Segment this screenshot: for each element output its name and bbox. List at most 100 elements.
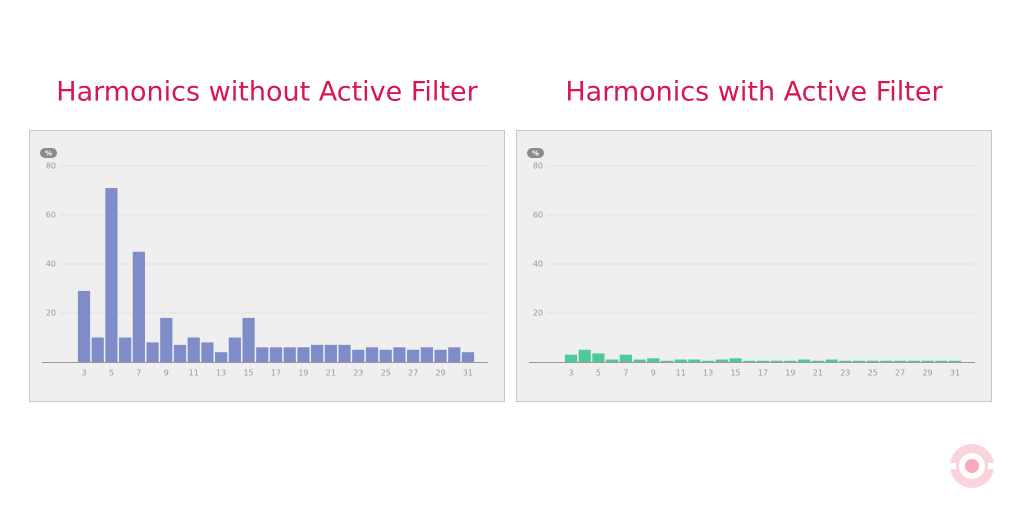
x-tick-label: 15: [243, 369, 253, 378]
bar: [352, 349, 365, 362]
bar: [256, 347, 269, 362]
bar: [91, 337, 104, 362]
x-tick-label: 5: [596, 369, 601, 378]
bar: [324, 344, 337, 362]
bar: [160, 317, 173, 362]
bar: [297, 347, 310, 362]
bar: [173, 344, 187, 362]
bar: [379, 349, 392, 362]
x-tick-label: 3: [81, 369, 86, 378]
unit-badge-bg: [527, 148, 544, 158]
bar: [448, 347, 461, 362]
bar: [187, 337, 200, 362]
x-tick-label: 21: [326, 369, 336, 378]
bar: [852, 360, 866, 362]
x-tick-label: 17: [271, 369, 281, 378]
x-tick-label: 17: [758, 369, 768, 378]
bar: [105, 188, 118, 362]
chart: Harmonics with Active Filter% 20 40 60 80 3 5 7…: [516, 77, 992, 402]
x-tick-label: 7: [136, 369, 141, 378]
x-tick-label: 25: [381, 369, 391, 378]
bar: [420, 347, 433, 362]
bar: [633, 359, 646, 362]
x-tick-label: 11: [676, 369, 686, 378]
x-tick-label: 31: [950, 369, 960, 378]
unit-badge-bg: [40, 148, 57, 158]
x-tick-label: 5: [109, 369, 114, 378]
chart: Harmonics without Active Filter% 20 40 60 80…: [29, 77, 505, 402]
bar: [743, 360, 756, 362]
bar: [242, 317, 255, 362]
bar: [784, 360, 797, 362]
unit-badge: %: [45, 150, 52, 158]
bar: [592, 353, 605, 362]
x-tick-label: 11: [189, 369, 199, 378]
y-tick-label: 20: [533, 309, 543, 318]
y-tick-label: 60: [46, 211, 56, 220]
bar: [393, 347, 406, 362]
y-tick-label: 60: [533, 211, 543, 220]
x-tick-label: 27: [408, 369, 418, 378]
bar: [715, 359, 728, 362]
bar: [564, 354, 578, 362]
unit-badge: %: [532, 150, 539, 158]
bar: [228, 337, 241, 362]
bar: [647, 358, 660, 362]
bar: [146, 342, 159, 362]
chart-title: Harmonics without Active Filter: [56, 77, 478, 108]
bar: [839, 360, 852, 362]
x-tick-label: 31: [463, 369, 473, 378]
bar: [578, 349, 591, 362]
bar: [921, 360, 934, 362]
y-tick-label: 80: [533, 162, 543, 171]
bar: [132, 251, 145, 362]
x-tick-label: 3: [568, 369, 573, 378]
x-tick-label: 19: [298, 369, 308, 378]
bar: [907, 360, 920, 362]
bar: [365, 347, 379, 362]
bar: [948, 360, 962, 362]
x-tick-label: 9: [651, 369, 656, 378]
bar: [119, 337, 132, 362]
bar: [77, 290, 91, 362]
bar: [880, 360, 893, 362]
logo: [946, 444, 998, 488]
y-tick-label: 40: [533, 260, 543, 269]
x-tick-label: 13: [703, 369, 713, 378]
y-tick-label: 80: [46, 162, 56, 171]
bar: [215, 352, 228, 362]
bar: [770, 360, 783, 362]
chart-title: Harmonics with Active Filter: [565, 77, 943, 108]
bar: [756, 360, 770, 362]
bar: [688, 359, 701, 362]
bar: [434, 349, 447, 362]
x-tick-label: 25: [868, 369, 878, 378]
bar: [674, 359, 687, 362]
x-tick-label: 13: [216, 369, 226, 378]
bar: [283, 347, 296, 362]
bar: [702, 360, 715, 362]
x-tick-label: 9: [164, 369, 169, 378]
bar: [619, 354, 632, 362]
x-tick-label: 23: [353, 369, 363, 378]
bar: [606, 359, 619, 362]
bar: [811, 360, 824, 362]
x-tick-label: 29: [922, 369, 932, 378]
bar: [660, 360, 674, 362]
x-tick-label: 15: [730, 369, 740, 378]
x-tick-label: 7: [623, 369, 628, 378]
bar: [461, 352, 475, 362]
bar: [798, 359, 811, 362]
x-tick-label: 19: [785, 369, 795, 378]
bar: [269, 347, 283, 362]
bar: [825, 359, 838, 362]
bar: [894, 360, 907, 362]
bar: [729, 358, 742, 362]
bar: [201, 342, 214, 362]
bar: [935, 360, 948, 362]
bar: [311, 344, 324, 362]
x-tick-label: 23: [840, 369, 850, 378]
x-tick-label: 21: [813, 369, 823, 378]
